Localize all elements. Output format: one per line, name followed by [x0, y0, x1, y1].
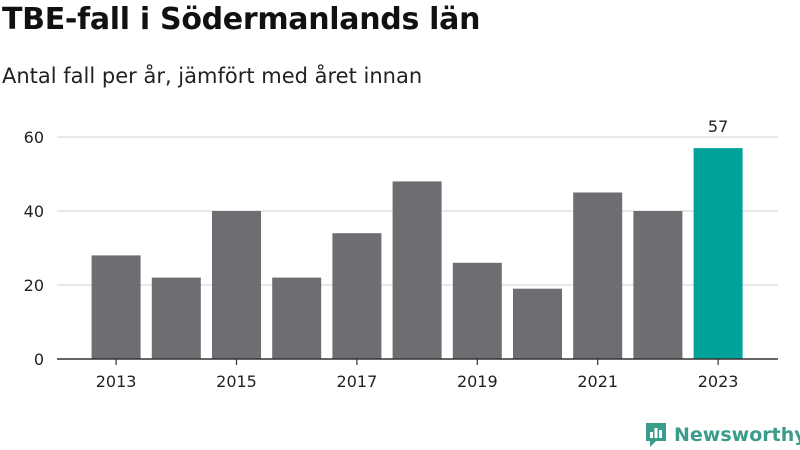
y-tick-label: 20: [24, 276, 44, 295]
chart-title: TBE-fall i Södermanlands län: [2, 2, 481, 37]
bar-2013: [91, 255, 141, 359]
bar-2017: [332, 233, 382, 359]
newsworthy-logo-icon: [646, 423, 666, 447]
x-tick-label: 2017: [337, 372, 378, 391]
bar-2022: [633, 211, 683, 359]
newsworthy-logo: Newsworthy: [644, 420, 800, 450]
y-tick-label: 60: [24, 128, 44, 147]
bar-2015: [212, 211, 261, 359]
bar-chart: 0 20 40 60 2013 2015 2017 2019 2021 57 2023: [24, 117, 778, 391]
y-tick-label: 0: [34, 350, 44, 369]
bar-2021: [573, 192, 623, 359]
x-tick-label: 2023: [698, 372, 739, 391]
bar-2016: [272, 277, 322, 359]
data-label: 57: [708, 117, 728, 136]
bar-2020: [513, 288, 562, 359]
chart-subtitle: Antal fall per år, jämfört med året inna…: [2, 64, 423, 88]
bar-2023: [693, 148, 743, 359]
brand-name: Newsworthy: [674, 424, 800, 446]
x-tick-label: 2013: [96, 372, 137, 391]
bar-2014: [151, 277, 201, 359]
x-tick-label: 2019: [457, 372, 498, 391]
x-tick-label: 2015: [216, 372, 257, 391]
bar-2018: [392, 181, 442, 359]
x-tick-label: 2021: [577, 372, 618, 391]
bar-2019: [452, 262, 502, 359]
y-tick-label: 40: [24, 202, 44, 221]
